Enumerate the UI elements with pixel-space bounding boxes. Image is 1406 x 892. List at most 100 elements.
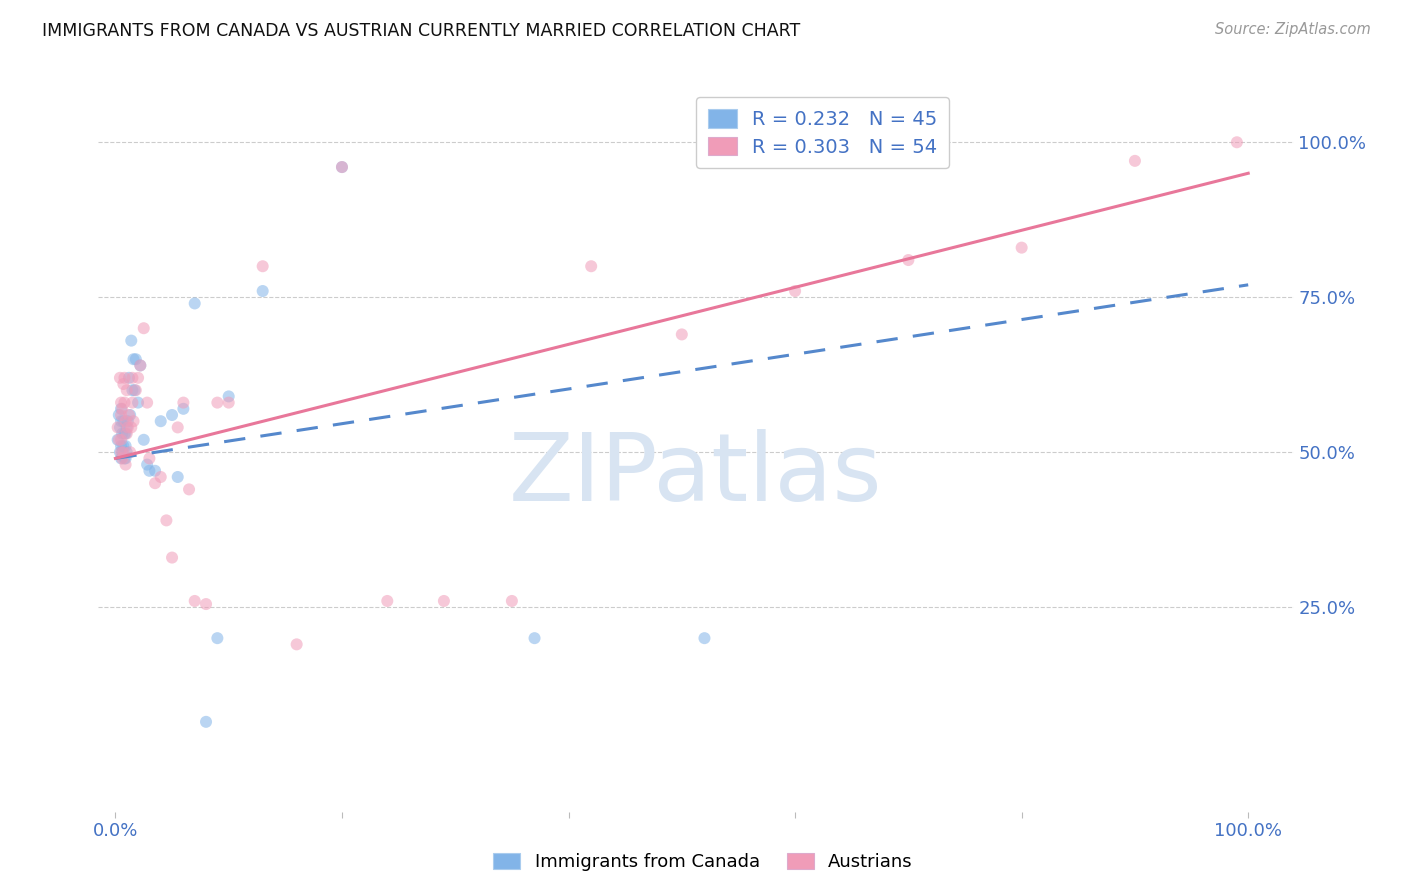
Point xyxy=(330,160,353,174)
Point xyxy=(111,401,134,416)
Point xyxy=(114,395,136,409)
Point xyxy=(121,395,143,409)
Point xyxy=(115,383,138,397)
Point xyxy=(111,445,134,459)
Point xyxy=(115,426,138,441)
Point xyxy=(114,451,136,466)
Point xyxy=(114,426,136,441)
Legend: Immigrants from Canada, Austrians: Immigrants from Canada, Austrians xyxy=(486,846,920,879)
Point xyxy=(114,414,136,428)
Point xyxy=(120,445,142,459)
Point xyxy=(195,597,218,611)
Point xyxy=(115,420,138,434)
Point xyxy=(1123,153,1146,168)
Point xyxy=(501,594,523,608)
Point xyxy=(166,470,188,484)
Point xyxy=(108,433,131,447)
Point xyxy=(330,160,353,174)
Point xyxy=(111,426,134,441)
Point xyxy=(117,420,139,434)
Point xyxy=(122,414,145,428)
Point xyxy=(143,476,166,491)
Point xyxy=(183,296,205,310)
Point xyxy=(129,359,152,373)
Point xyxy=(166,420,188,434)
Point xyxy=(124,383,146,397)
Point xyxy=(110,395,132,409)
Point xyxy=(121,371,143,385)
Point xyxy=(252,259,274,273)
Point xyxy=(118,371,141,385)
Point xyxy=(108,420,131,434)
Point xyxy=(107,433,129,447)
Point xyxy=(120,334,142,348)
Point xyxy=(125,352,148,367)
Point xyxy=(207,395,229,409)
Point xyxy=(115,445,138,459)
Point xyxy=(183,594,205,608)
Point xyxy=(433,594,456,608)
Point xyxy=(693,631,716,645)
Point xyxy=(120,408,142,422)
Point xyxy=(110,439,132,453)
Point xyxy=(108,445,131,459)
Point xyxy=(111,451,134,466)
Point xyxy=(149,470,172,484)
Point xyxy=(218,395,240,409)
Point xyxy=(122,352,145,367)
Point xyxy=(114,451,136,466)
Point xyxy=(1011,241,1033,255)
Point xyxy=(172,401,194,416)
Point xyxy=(375,594,398,608)
Point xyxy=(110,408,132,422)
Point xyxy=(108,408,131,422)
Point xyxy=(114,426,136,441)
Point xyxy=(129,359,152,373)
Point xyxy=(114,458,136,472)
Point xyxy=(138,451,160,466)
Point xyxy=(897,253,920,268)
Text: ZIPatlas: ZIPatlas xyxy=(509,429,883,521)
Point xyxy=(110,401,132,416)
Point xyxy=(112,414,135,428)
Point xyxy=(112,439,135,453)
Legend: R = 0.232   N = 45, R = 0.303   N = 54: R = 0.232 N = 45, R = 0.303 N = 54 xyxy=(696,97,949,169)
Point xyxy=(110,451,132,466)
Point xyxy=(107,420,129,434)
Point xyxy=(110,433,132,447)
Point xyxy=(579,259,602,273)
Point xyxy=(117,414,139,428)
Point xyxy=(132,433,155,447)
Point xyxy=(172,395,194,409)
Point xyxy=(252,284,274,298)
Point xyxy=(136,395,159,409)
Point xyxy=(108,371,131,385)
Point xyxy=(121,383,143,397)
Text: IMMIGRANTS FROM CANADA VS AUSTRIAN CURRENTLY MARRIED CORRELATION CHART: IMMIGRANTS FROM CANADA VS AUSTRIAN CURRE… xyxy=(42,22,800,40)
Point xyxy=(143,464,166,478)
Point xyxy=(114,439,136,453)
Point xyxy=(125,383,148,397)
Point xyxy=(110,414,132,428)
Point xyxy=(195,714,218,729)
Point xyxy=(112,377,135,392)
Point xyxy=(114,371,136,385)
Point xyxy=(136,458,159,472)
Point xyxy=(149,414,172,428)
Point xyxy=(127,371,149,385)
Point xyxy=(1226,135,1249,149)
Point xyxy=(138,464,160,478)
Point xyxy=(120,420,142,434)
Point xyxy=(160,550,183,565)
Point xyxy=(132,321,155,335)
Point xyxy=(110,445,132,459)
Point xyxy=(118,408,141,422)
Point xyxy=(218,389,240,403)
Point xyxy=(127,395,149,409)
Point xyxy=(523,631,546,645)
Text: Source: ZipAtlas.com: Source: ZipAtlas.com xyxy=(1215,22,1371,37)
Point xyxy=(177,483,200,497)
Point xyxy=(160,408,183,422)
Point xyxy=(783,284,806,298)
Point xyxy=(285,637,308,651)
